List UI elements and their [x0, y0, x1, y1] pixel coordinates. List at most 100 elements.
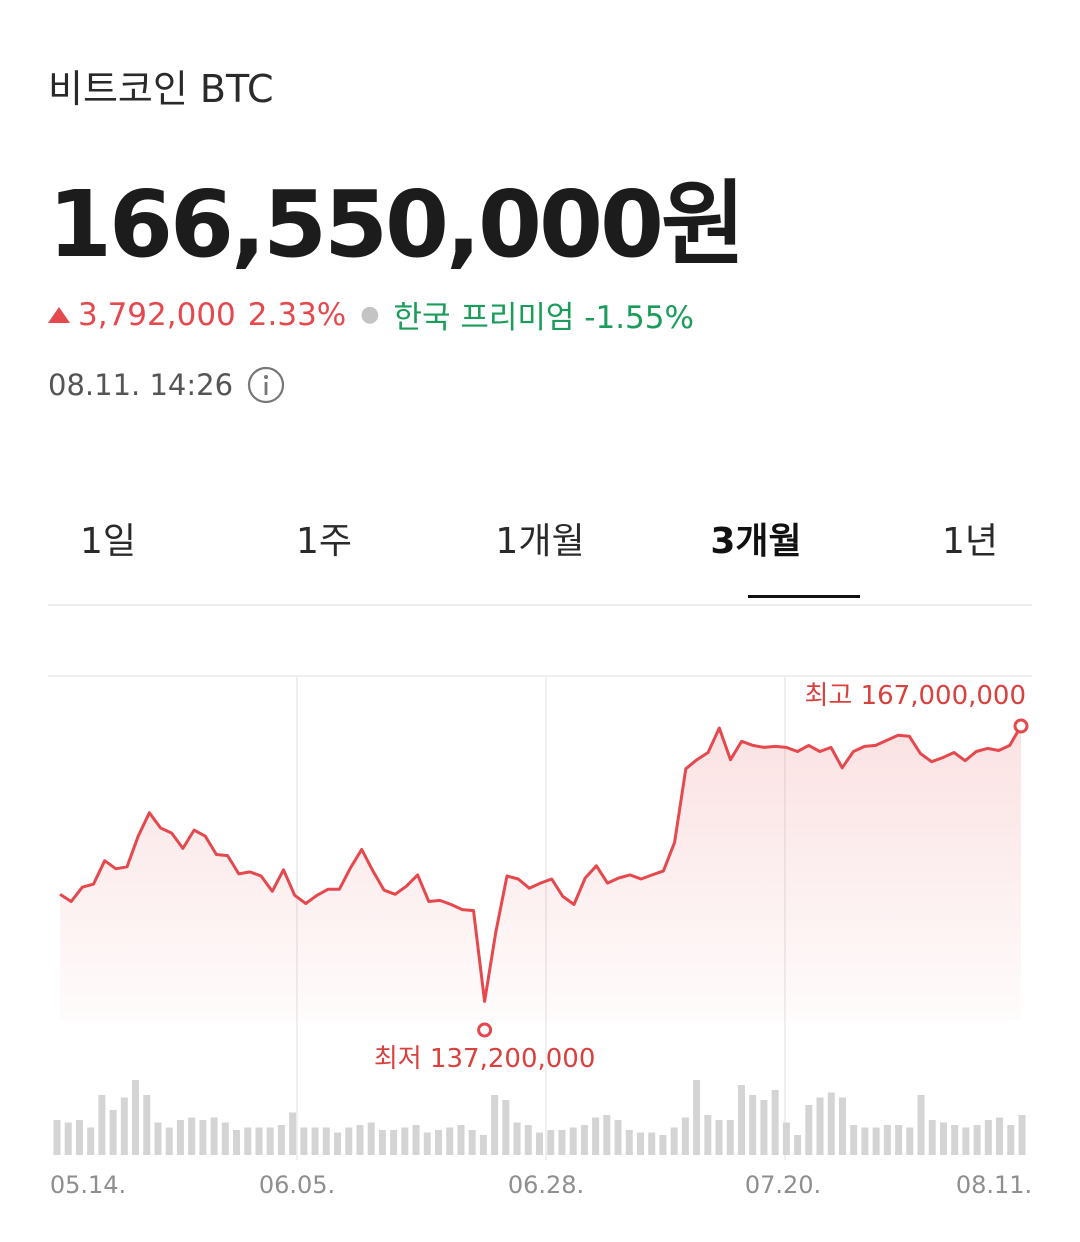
volume-bar — [782, 1122, 790, 1155]
volume-bar — [850, 1125, 858, 1155]
volume-bar — [569, 1127, 577, 1155]
x-axis-label: 06.05. — [259, 1171, 335, 1199]
volume-bar — [435, 1130, 443, 1155]
volume-bar — [266, 1127, 274, 1155]
volume-bar — [378, 1130, 386, 1155]
volume-bar — [98, 1095, 106, 1155]
tab-1-year[interactable]: 1년 — [941, 521, 999, 562]
volume-bar — [558, 1130, 566, 1155]
high-marker — [1013, 718, 1029, 734]
volume-bar — [636, 1132, 644, 1155]
price-chart[interactable]: 최고 167,000,000 최저 137,200,000 05.14. 06.0… — [0, 640, 1080, 1220]
volume-bar — [603, 1115, 611, 1155]
tab-1-month[interactable]: 1개월 — [495, 521, 585, 562]
volume-bar — [895, 1125, 903, 1155]
tab-1-week[interactable]: 1주 — [295, 521, 353, 562]
volume-bar — [109, 1110, 117, 1155]
volume-bar — [648, 1132, 656, 1155]
volume-bar — [491, 1095, 499, 1155]
price-line — [59, 725, 1023, 1003]
volume-bar — [390, 1130, 398, 1155]
volume-bar — [827, 1092, 835, 1155]
coin-name: 비트코인 BTC — [48, 67, 274, 111]
price-area-fill — [60, 726, 1021, 1020]
x-axis-label: 06.28. — [508, 1171, 584, 1199]
volume-bar — [917, 1095, 925, 1155]
volume-bar — [524, 1125, 532, 1155]
volume-bar — [154, 1122, 162, 1155]
triangle-up-icon — [48, 306, 70, 323]
low-marker — [477, 1022, 493, 1038]
volume-bar — [87, 1127, 95, 1155]
volume-bar — [996, 1117, 1004, 1155]
volume-bar — [939, 1122, 947, 1155]
tab-1-day[interactable]: 1일 — [79, 521, 137, 562]
volume-bar — [984, 1120, 992, 1155]
volume-bar — [951, 1125, 959, 1155]
volume-bar — [502, 1100, 510, 1155]
change-value: 3,792,000 — [78, 296, 236, 333]
volume-bar — [861, 1127, 869, 1155]
x-axis-label: 07.20. — [745, 1171, 821, 1199]
volume-bar — [457, 1125, 465, 1155]
volume-bar — [805, 1105, 813, 1155]
volume-bar — [670, 1127, 678, 1155]
volume-bar — [143, 1095, 151, 1155]
volume-bar — [345, 1127, 353, 1155]
volume-bar — [693, 1080, 701, 1155]
volume-bar — [210, 1117, 218, 1155]
volume-bar — [75, 1120, 83, 1155]
volume-bar — [614, 1120, 622, 1155]
x-axis-label: 05.14. — [50, 1171, 126, 1199]
volume-bar — [277, 1125, 285, 1155]
price-change-row: 3,792,000 2.33% ● 한국 프리미엄 -1.55% — [48, 292, 694, 337]
volume-bar — [176, 1120, 184, 1155]
volume-bar — [199, 1120, 207, 1155]
volume-bar — [367, 1122, 375, 1155]
volume-bar — [883, 1125, 891, 1155]
volume-bar — [356, 1125, 364, 1155]
volume-bar — [221, 1122, 229, 1155]
volume-bar — [659, 1135, 667, 1155]
volume-bar — [928, 1120, 936, 1155]
change-percent: 2.33% — [247, 296, 347, 333]
volume-bar — [547, 1130, 555, 1155]
volume-bar — [233, 1130, 241, 1155]
active-tab-indicator — [748, 595, 860, 598]
volume-bar — [737, 1085, 745, 1155]
volume-bar — [188, 1117, 196, 1155]
volume-bar — [412, 1125, 420, 1155]
timestamp-row: 08.11. 14:26 — [48, 366, 285, 404]
volume-bar — [580, 1125, 588, 1155]
x-axis-label: 08.11. — [956, 1171, 1032, 1199]
info-icon[interactable] — [247, 366, 285, 404]
volume-bar — [906, 1127, 914, 1155]
volume-bars — [53, 1080, 1026, 1155]
separator-dot: ● — [360, 302, 380, 327]
volume-bar — [771, 1090, 779, 1155]
tab-3-months[interactable]: 3개월 — [710, 521, 802, 562]
current-price: 166,550,000원 — [48, 171, 746, 278]
volume-bar — [255, 1127, 263, 1155]
volume-bar — [311, 1127, 319, 1155]
volume-bar — [165, 1127, 173, 1155]
volume-bar — [838, 1097, 846, 1155]
volume-bar — [536, 1132, 543, 1155]
volume-bar — [592, 1117, 600, 1155]
timestamp: 08.11. 14:26 — [48, 368, 234, 402]
volume-bar — [423, 1132, 431, 1155]
volume-bar — [715, 1120, 723, 1155]
volume-bar — [334, 1132, 342, 1155]
low-price-label: 최저 137,200,000 — [374, 1044, 596, 1074]
volume-bar — [479, 1135, 487, 1155]
volume-bar — [681, 1117, 689, 1155]
volume-bar — [53, 1120, 61, 1155]
volume-bar — [1018, 1115, 1026, 1155]
volume-bar — [120, 1097, 128, 1155]
volume-bar — [1007, 1125, 1015, 1155]
volume-bar — [468, 1130, 476, 1155]
volume-bar — [962, 1127, 970, 1155]
korea-premium: 한국 프리미엄 -1.55% — [393, 300, 694, 336]
volume-bar — [973, 1125, 981, 1155]
volume-bar — [401, 1127, 409, 1155]
